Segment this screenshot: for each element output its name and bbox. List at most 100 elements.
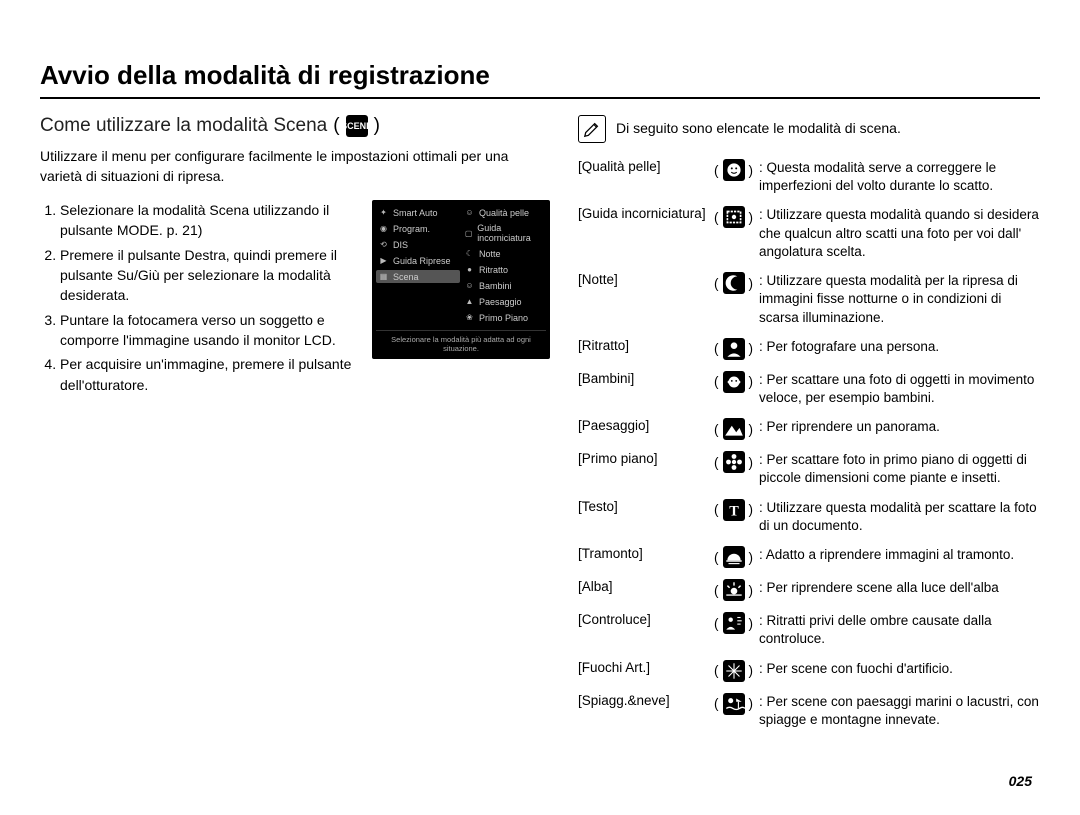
steps-list: Selezionare la modalità Scena utilizzand… — [40, 200, 358, 399]
scene-label: [Fuochi Art.] — [578, 660, 708, 675]
lcd-menu-item: ● Ritratto — [462, 263, 546, 276]
lcd-item-label: Primo Piano — [479, 313, 528, 323]
scene-mode-dawn-icon — [723, 579, 745, 601]
lcd-item-icon: ❀ — [464, 312, 475, 323]
scene-mode-text-icon: T — [723, 499, 745, 521]
lcd-item-label: Paesaggio — [479, 297, 522, 307]
lcd-menu-item: ▲ Paesaggio — [462, 295, 546, 308]
scene-label: [Paesaggio] — [578, 418, 708, 433]
scene-description: : Per scattare una foto di oggetti in mo… — [759, 371, 1040, 407]
scene-mode-portrait-icon — [723, 338, 745, 360]
scene-row: [Notte] () : Utilizzare questa modalità pe… — [578, 272, 1040, 327]
subtitle-row: Come utilizzare la modalità Scena ( SCEN… — [40, 115, 550, 137]
lcd-item-label: Scena — [393, 272, 419, 282]
scene-mode-sunset-icon — [723, 546, 745, 568]
paren-close: ) — [374, 115, 380, 137]
lcd-item-icon: ▲ — [464, 296, 475, 307]
scene-label: [Qualità pelle] — [578, 159, 708, 174]
lcd-item-label: DIS — [393, 240, 408, 250]
lcd-item-label: Smart Auto — [393, 208, 438, 218]
lcd-item-icon: ⟲ — [378, 239, 389, 250]
scene-row: [Tramonto](): Adatto a riprendere immagi… — [578, 546, 1040, 568]
scene-description: : Per riprendere un panorama. — [759, 418, 1040, 436]
lcd-item-icon: ☺ — [464, 280, 475, 291]
scene-mode-list: [Qualità pelle] () : Questa modalità serve… — [578, 159, 1040, 729]
scene-row: [Fuochi Art.] () : Per scene con fuochi d'… — [578, 660, 1040, 682]
lcd-menu-item: ☺Qualità pelle — [462, 206, 546, 219]
lcd-menu-item: ◉ Program. — [376, 222, 460, 235]
scene-label: [Tramonto] — [578, 546, 708, 561]
lcd-menu-item: ▢ Guida incorniciatura — [462, 222, 546, 244]
left-column: Come utilizzare la modalità Scena ( SCEN… — [40, 115, 550, 729]
lcd-item-icon: ▦ — [378, 271, 389, 282]
lcd-menu-item: ❀ Primo Piano — [462, 311, 546, 324]
content-columns: Come utilizzare la modalità Scena ( SCEN… — [40, 115, 1040, 729]
intro-paragraph: Utilizzare il menu per configurare facil… — [40, 147, 550, 186]
scene-description: : Per riprendere scene alla luce dell'al… — [759, 579, 1040, 597]
step-item: Per acquisire un'immagine, premere il pu… — [60, 354, 358, 395]
scene-icon-wrap: () — [714, 451, 753, 473]
scene-description: : Per scene con fuochi d'artificio. — [759, 660, 1040, 678]
lcd-item-label: Guida Riprese — [393, 256, 451, 266]
scene-description: : Per scattare foto in primo piano di og… — [759, 451, 1040, 487]
scene-icon-wrap: () — [714, 418, 753, 440]
scene-row: [Testo](T): Utilizzare questa modalità p… — [578, 499, 1040, 535]
scene-icon-wrap: () — [714, 693, 753, 715]
lcd-menu-item: ☺Bambini — [462, 279, 546, 292]
lcd-item-icon: ☺ — [464, 207, 475, 218]
lcd-item-icon: ☾ — [464, 248, 475, 259]
scene-description: : Utilizzare questa modalità quando si d… — [759, 206, 1040, 261]
lcd-item-icon: ✦ — [378, 207, 389, 218]
lcd-menu-item: ☾Notte — [462, 247, 546, 260]
lcd-preview: ✦ Smart Auto ◉ Program. ⟲ DIS ▶ Guida Riprese ▦ S… — [372, 200, 550, 359]
lcd-menu-item: ⟲ DIS — [376, 238, 460, 251]
info-note: Di seguito sono elencate le modalità di … — [578, 115, 1040, 143]
page-number: 025 — [1009, 773, 1032, 789]
scene-mode-moon-icon — [723, 272, 745, 294]
scene-label: [Notte] — [578, 272, 708, 287]
scene-mode-icon: SCENE — [346, 115, 368, 137]
lcd-item-label: Guida incorniciatura — [477, 223, 544, 243]
scene-mode-fireworks-icon — [723, 660, 745, 682]
right-column: Di seguito sono elencate le modalità di … — [578, 115, 1040, 729]
lcd-item-icon: ▢ — [464, 228, 473, 239]
scene-mode-beach-icon — [723, 693, 745, 715]
scene-description: : Ritratti privi delle ombre causate dal… — [759, 612, 1040, 648]
scene-row: [Ritratto] () : Per fotografare una person… — [578, 338, 1040, 360]
lcd-menu-item: ▦ Scena — [376, 270, 460, 283]
lcd-footer-text: Selezionare la modalità più adatta ad og… — [376, 330, 546, 353]
lcd-item-icon: ▶ — [378, 255, 389, 266]
scene-label: [Ritratto] — [578, 338, 708, 353]
scene-mode-landscape-icon — [723, 418, 745, 440]
lcd-item-label: Ritratto — [479, 265, 508, 275]
lcd-item-icon: ● — [464, 264, 475, 275]
section-subtitle: Come utilizzare la modalità Scena — [40, 115, 327, 137]
scene-row: [Primo piano] () : Per scattare foto in pr… — [578, 451, 1040, 487]
scene-mode-face-icon — [723, 159, 745, 181]
step-item: Premere il pulsante Destra, quindi preme… — [60, 245, 358, 306]
scene-mode-frame-icon — [723, 206, 745, 228]
scene-row: [Bambini](): Per scattare una foto di og… — [578, 371, 1040, 407]
scene-icon-wrap: () — [714, 338, 753, 360]
scene-icon-wrap: (T) — [714, 499, 753, 521]
scene-row: [Paesaggio] () : Per riprendere un panoram… — [578, 418, 1040, 440]
scene-label: [Primo piano] — [578, 451, 708, 466]
scene-icon-wrap: () — [714, 272, 753, 294]
scene-icon-wrap: () — [714, 546, 753, 568]
scene-description: : Per fotografare una persona. — [759, 338, 1040, 356]
scene-description: : Utilizzare questa modalità per scattar… — [759, 499, 1040, 535]
scene-icon-wrap: () — [714, 612, 753, 634]
step-item: Puntare la fotocamera verso un soggetto … — [60, 310, 358, 351]
scene-description: : Questa modalità serve a correggere le … — [759, 159, 1040, 195]
scene-description: : Utilizzare questa modalità per la ripr… — [759, 272, 1040, 327]
scene-icon-wrap: () — [714, 660, 753, 682]
paren-open: ( — [333, 115, 339, 137]
note-text: Di seguito sono elencate le modalità di … — [616, 115, 901, 139]
scene-icon-wrap: () — [714, 206, 753, 228]
scene-row: [Qualità pelle](): Questa modalità serve… — [578, 159, 1040, 195]
lcd-item-icon: ◉ — [378, 223, 389, 234]
scene-label: [Spiagg.&neve] — [578, 693, 708, 708]
page-title: Avvio della modalità di registrazione — [40, 60, 1040, 99]
scene-row: [Guida incorniciatura](): Utilizzare que… — [578, 206, 1040, 261]
lcd-item-label: Program. — [393, 224, 430, 234]
